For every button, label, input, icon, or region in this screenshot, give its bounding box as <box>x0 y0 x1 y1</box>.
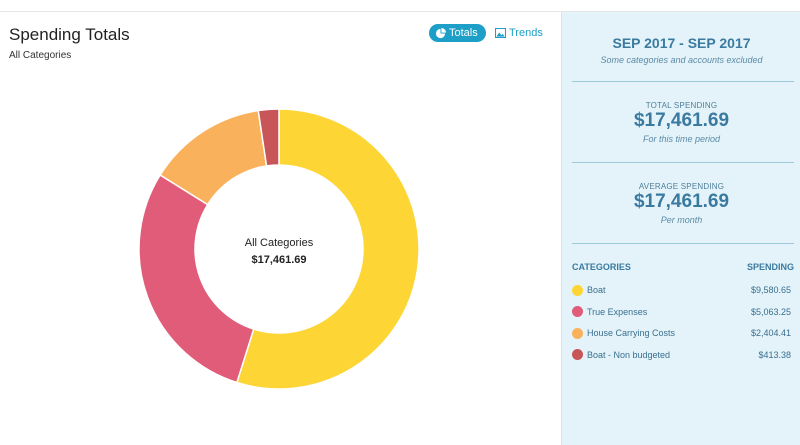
summary-panel: SEP 2017 - SEP 2017 Some categories and … <box>561 12 800 445</box>
pie-chart-icon <box>435 27 446 39</box>
top-nav-strip <box>0 0 800 12</box>
category-name: Boat <box>587 285 606 295</box>
category-row[interactable]: Boat $9,580.65 <box>572 282 791 298</box>
category-amount: $413.38 <box>758 349 791 360</box>
total-spending-label: TOTAL SPENDING <box>645 101 718 110</box>
category-name: Boat - Non budgeted <box>587 349 671 360</box>
total-spending-value: $17,461.69 <box>633 110 730 131</box>
donut-slice-boat[interactable] <box>235 109 419 389</box>
divider <box>572 162 794 163</box>
average-spending-note: Per month <box>660 215 703 225</box>
categories-column-header[interactable]: CATEGORIES <box>572 262 631 272</box>
category-name: House Carrying Costs <box>587 328 676 338</box>
trends-toggle-label: Trends <box>509 27 543 39</box>
totals-toggle-label: Totals <box>449 27 478 39</box>
category-color-dot <box>572 327 583 339</box>
date-range[interactable]: SEP 2017 - SEP 2017 <box>612 35 751 51</box>
divider <box>572 243 794 244</box>
trends-toggle-button[interactable]: Trends <box>495 24 543 42</box>
donut-center-label: All Categories <box>244 237 314 249</box>
donut-slice-true-expenses[interactable] <box>139 173 255 384</box>
report-main: Spending Totals All Categories Totals Tr… <box>0 12 561 445</box>
page-title: Spending Totals <box>9 25 130 44</box>
page-subtitle: All Categories <box>9 50 72 61</box>
total-spending-note: For this time period <box>642 134 721 144</box>
category-color-dot <box>572 349 583 360</box>
average-spending-label: AVERAGE SPENDING <box>638 182 725 191</box>
category-row[interactable]: Boat - Non budgeted $413.38 <box>572 347 791 363</box>
category-color-dot <box>572 284 583 296</box>
donut-center-value: $17,461.69 <box>251 254 307 266</box>
image-icon <box>495 28 506 38</box>
category-color-dot <box>572 306 583 317</box>
spending-column-header[interactable]: SPENDING <box>746 262 794 272</box>
totals-toggle-button[interactable]: Totals <box>429 24 486 42</box>
average-spending-value: $17,461.69 <box>633 191 730 212</box>
category-name: True Expenses <box>587 306 648 317</box>
category-amount: $2,404.41 <box>750 328 791 338</box>
divider <box>572 81 794 82</box>
category-amount: $5,063.25 <box>750 306 791 317</box>
exclusion-note: Some categories and accounts excluded <box>600 55 763 65</box>
category-row[interactable]: True Expenses $5,063.25 <box>572 304 791 320</box>
category-amount: $9,580.65 <box>750 285 791 295</box>
category-row[interactable]: House Carrying Costs $2,404.41 <box>572 325 791 341</box>
donut-slice-boat-non-budgeted[interactable] <box>257 109 280 167</box>
spending-donut-chart <box>139 109 419 389</box>
